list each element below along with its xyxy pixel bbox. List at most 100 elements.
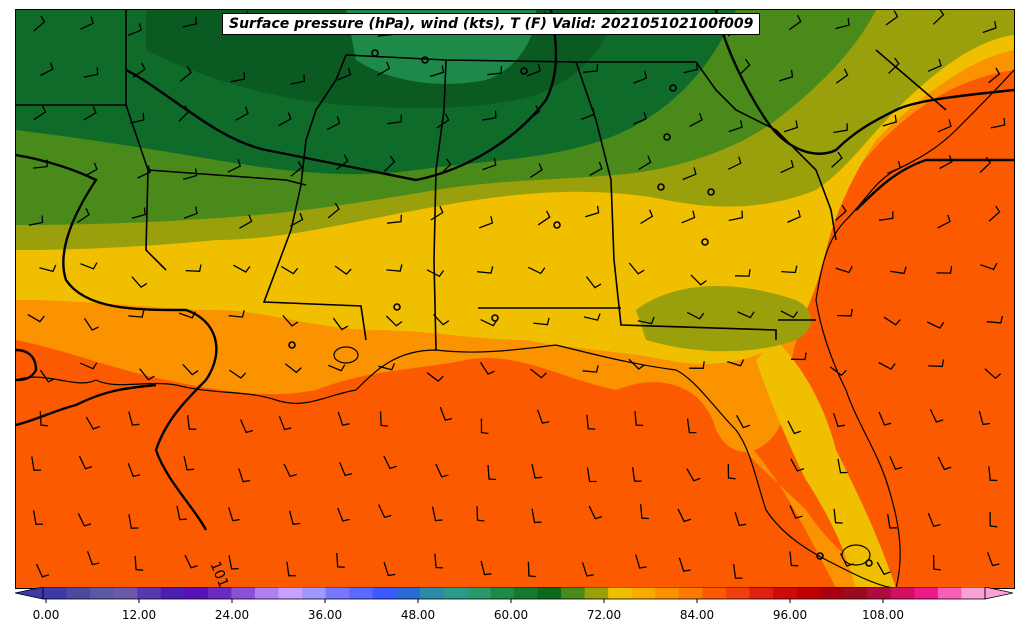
wind-barb — [176, 505, 187, 521]
colorbar-tick-label: 96.00 — [773, 608, 807, 622]
wind-barb — [436, 113, 450, 129]
wind-barb — [434, 553, 444, 569]
wind-barb — [477, 266, 494, 274]
wind-barb — [33, 159, 48, 169]
wind-barb — [932, 555, 941, 571]
wind-barb — [128, 411, 140, 426]
wind-barb — [635, 554, 647, 569]
wind-barb — [35, 563, 50, 578]
wind-barb — [183, 455, 195, 471]
wind-barb — [383, 562, 396, 577]
wind-barb — [32, 510, 44, 525]
wind-barb — [332, 317, 349, 331]
wind-barb — [527, 561, 536, 578]
colorbar-swatch — [372, 587, 397, 599]
wind-barb — [639, 504, 649, 520]
station-markers — [288, 49, 873, 567]
olive-patch — [636, 286, 811, 352]
wind-barb — [583, 63, 599, 73]
wind-barb — [387, 214, 402, 224]
wind-barb — [937, 119, 952, 133]
colorbar-swatch — [702, 587, 727, 599]
wind-barb — [588, 505, 603, 520]
wind-barb — [127, 463, 141, 478]
wind-barb — [727, 463, 736, 480]
wind-barb — [727, 359, 745, 367]
colorbar-swatch — [66, 587, 91, 599]
colorbar-swatch — [631, 587, 656, 599]
wind-barb — [831, 151, 843, 168]
wind-barb — [28, 215, 44, 226]
wind-barb — [439, 406, 453, 421]
wind-barb — [328, 364, 346, 372]
wind-barb — [533, 317, 550, 326]
wind-barb — [527, 104, 541, 121]
colorbar-tick-label: 36.00 — [308, 608, 342, 622]
wind-barb — [888, 57, 900, 74]
wind-barb — [937, 214, 951, 229]
wind-barb — [780, 159, 794, 174]
wind-barb — [582, 365, 599, 373]
colorbar-swatch — [113, 587, 138, 599]
wind-barb — [83, 318, 99, 331]
wind-barb — [185, 264, 202, 272]
wind-barb — [235, 106, 249, 121]
wind-barb — [736, 414, 751, 429]
wind-barb — [732, 564, 743, 579]
colorbar-svg: 0.00 12.00 24.00 36.00 48.00 60.00 72.00 84.00 9… — [14, 586, 1014, 622]
wind-barb — [537, 210, 551, 226]
colorbar-swatch — [490, 587, 515, 599]
colorbar-swatch — [302, 587, 327, 599]
wind-barb — [787, 209, 801, 223]
wind-barb — [286, 561, 296, 577]
wind-barb — [986, 552, 1000, 567]
map-canvas: 1016 — [16, 10, 1014, 588]
wind-barb — [439, 158, 452, 175]
colorbar-swatch — [561, 587, 586, 599]
wind-barb — [739, 58, 751, 76]
wind-barb — [980, 262, 998, 271]
wind-barb — [737, 311, 755, 319]
wind-barb — [238, 468, 251, 483]
wind-barb — [431, 506, 443, 522]
wind-barb — [833, 508, 843, 524]
wind-barb — [887, 161, 902, 174]
wind-barb — [583, 313, 601, 321]
wind-barb — [526, 63, 541, 77]
wind-barb — [386, 264, 403, 272]
wind-barb — [289, 212, 304, 227]
lake-pontchartrain — [333, 346, 359, 364]
wind-barb — [378, 504, 392, 519]
wind-barb — [290, 161, 303, 177]
wind-barb — [39, 411, 49, 427]
wind-barb — [984, 368, 1002, 380]
colorbar-tick-label: 0.00 — [33, 608, 60, 622]
colorbar-swatch — [749, 587, 774, 599]
wind-barb — [939, 154, 953, 170]
colorbar-swatch — [43, 587, 68, 599]
colorbar-swatch — [231, 587, 256, 599]
wind-barb — [690, 274, 707, 286]
wind-barb — [727, 156, 742, 170]
wind-barb — [835, 204, 847, 221]
colorbar-swatch — [184, 587, 209, 599]
wind-barb — [229, 369, 247, 379]
wind-barb — [83, 106, 97, 121]
wind-barb — [681, 210, 696, 224]
wind-barb — [280, 265, 299, 275]
wind-barb — [781, 265, 798, 274]
wind-barb — [433, 314, 450, 326]
wind-barb — [990, 117, 1006, 129]
wind-barb — [982, 20, 997, 34]
colorbar-swatch — [796, 587, 821, 599]
wind-barb — [878, 411, 892, 426]
wind-barb — [927, 512, 941, 527]
wind-barb — [283, 463, 297, 478]
wind-barb — [989, 511, 998, 528]
wind-barb — [589, 161, 603, 176]
wind-barb — [376, 61, 391, 77]
wind-barb — [686, 311, 705, 320]
wind-barb — [628, 262, 645, 275]
wind-barb — [83, 67, 99, 78]
wind-barb — [840, 553, 854, 567]
